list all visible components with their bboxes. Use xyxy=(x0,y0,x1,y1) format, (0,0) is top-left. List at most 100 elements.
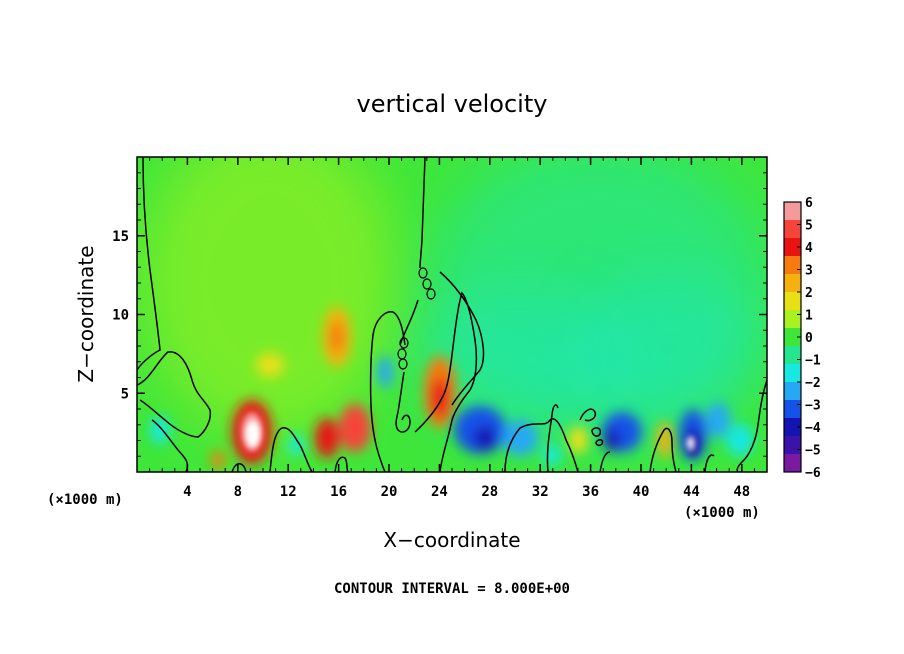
colorbar-tick-label: −6 xyxy=(805,466,821,481)
x-tick-label: 12 xyxy=(280,484,297,500)
x-tick-label: 20 xyxy=(381,484,398,500)
x-tick-label: 36 xyxy=(582,484,599,500)
colorbar-tick-label: −3 xyxy=(805,399,821,414)
downdraft-cell-48 xyxy=(726,424,754,456)
colorbar-tick-label: 0 xyxy=(805,331,813,346)
contour-vertical xyxy=(419,157,426,269)
updraft-peak-white xyxy=(246,421,260,447)
downdraft-cell-20 xyxy=(377,356,393,388)
contour-loop-37 xyxy=(591,427,602,437)
colorbar-swatch xyxy=(784,364,801,383)
x-tick-label: 48 xyxy=(733,484,750,500)
x-tick-label: 40 xyxy=(633,484,650,500)
y-tick-label: 15 xyxy=(112,229,129,245)
colorbar-swatch xyxy=(784,202,801,221)
contour-loop-36 xyxy=(579,408,597,422)
colorbar-swatch xyxy=(784,256,801,275)
downdraft-cell-13 xyxy=(288,435,304,455)
colorbar-swatch xyxy=(784,220,801,239)
contour-lower-right-1 xyxy=(599,451,611,472)
colorbar-swatch xyxy=(784,436,801,455)
updraft-cell-small xyxy=(211,451,225,469)
x-axis-title: X−coordinate xyxy=(383,528,520,552)
colorbar-swatch xyxy=(784,238,801,257)
x-tick-label: 28 xyxy=(481,484,498,500)
contour-lower-mid-2 xyxy=(546,404,559,472)
contour-ring-2 xyxy=(422,278,432,290)
zero-contours xyxy=(137,157,767,472)
colorbar-swatch xyxy=(784,292,801,311)
y-tick-label: 5 xyxy=(121,386,129,402)
updraft-cell-42 xyxy=(657,422,673,458)
colorbar-tick-label: −5 xyxy=(805,444,821,459)
x-tick-label: 4 xyxy=(183,484,191,500)
colorbar-tick-label: 1 xyxy=(805,309,813,324)
colorbar-tick-label: 6 xyxy=(805,196,813,211)
colorbar-tick-label: 2 xyxy=(805,286,813,301)
downdraft-core-39 xyxy=(604,428,620,452)
colorbar-swatch xyxy=(784,310,801,329)
contour-ring-4 xyxy=(399,337,409,349)
x-tick-label: 24 xyxy=(431,484,448,500)
x-tick-label: 32 xyxy=(532,484,549,500)
colorbar-swatch xyxy=(784,346,801,365)
broad-updraft-region xyxy=(140,157,400,440)
y-tick-label: 10 xyxy=(112,308,129,324)
contour-mid-link xyxy=(399,299,419,346)
colorbar-swatch xyxy=(784,454,801,473)
colorbar-swatch xyxy=(784,382,801,401)
y-axis-title: Z−coordinate xyxy=(74,245,98,382)
x-tick-label: 44 xyxy=(683,484,700,500)
contour-lower-left xyxy=(137,351,212,438)
x-tick-label: 8 xyxy=(234,484,242,500)
updraft-core-upper xyxy=(330,321,344,353)
contour-small-3 xyxy=(334,456,349,472)
updraft-peaks xyxy=(241,412,263,452)
contour-small-1 xyxy=(231,463,247,472)
z-unit-label: (×1000 m) xyxy=(47,492,123,508)
contour-lower-right-2 xyxy=(649,427,677,472)
x-tick-label: 16 xyxy=(330,484,347,500)
x-axis-ticks: 4 8 12 16 20 24 28 32 36 40 44 48 xyxy=(149,157,755,500)
chart-title: vertical velocity xyxy=(357,90,548,118)
updraft-cell-34 xyxy=(568,426,588,454)
contour-left-edge xyxy=(137,157,161,371)
contour-downdraft-20 xyxy=(369,311,406,472)
downdraft-cell-33 xyxy=(543,445,561,465)
contour-small-2 xyxy=(269,427,313,472)
contour-lower-mid xyxy=(504,418,579,472)
updraft-cell-16 xyxy=(315,418,339,458)
colorbar-swatch xyxy=(784,274,801,293)
contour-label-marks xyxy=(397,267,436,370)
downdraft-cell-46 xyxy=(706,402,730,438)
colorbar-tick-label: 3 xyxy=(805,264,813,279)
colorbar-tick-label: −1 xyxy=(805,354,821,369)
colorbar-swatch xyxy=(784,418,801,437)
downdraft-core-28 xyxy=(473,426,497,450)
colorbar-swatch xyxy=(784,328,801,347)
contour-right-edge xyxy=(736,379,767,472)
contour-loop-38 xyxy=(595,439,604,447)
colorbar-tick-label: −4 xyxy=(805,421,821,436)
y-axis-ticks: 5 10 15 xyxy=(112,172,767,457)
downdraft-peak-white xyxy=(687,437,693,449)
x-unit-label: (×1000 m) xyxy=(684,505,760,521)
colorbar-tick-label: 5 xyxy=(805,219,813,234)
updraft-cells xyxy=(211,307,673,469)
downdraft-cell-31 xyxy=(502,420,538,456)
contour-channel xyxy=(395,371,411,433)
updraft-cell-18 xyxy=(339,404,371,452)
contour-ring-1 xyxy=(418,267,428,279)
colorbar: 6 5 4 3 2 1 0 −1 −2 −3 −4 −5 −6 xyxy=(783,196,821,481)
contour-lower-right-3 xyxy=(704,454,715,472)
velocity-field xyxy=(137,157,767,472)
colorbar-swatch xyxy=(784,400,801,419)
updraft-cell-weak xyxy=(256,353,284,377)
contour-ring-3 xyxy=(426,288,436,300)
contour-updraft-24 xyxy=(414,291,478,472)
cyan-region-right xyxy=(580,270,760,430)
contour-ring-6 xyxy=(398,358,408,370)
colorbar-tick-label: 4 xyxy=(805,241,813,256)
cyan-region-center xyxy=(410,290,630,430)
